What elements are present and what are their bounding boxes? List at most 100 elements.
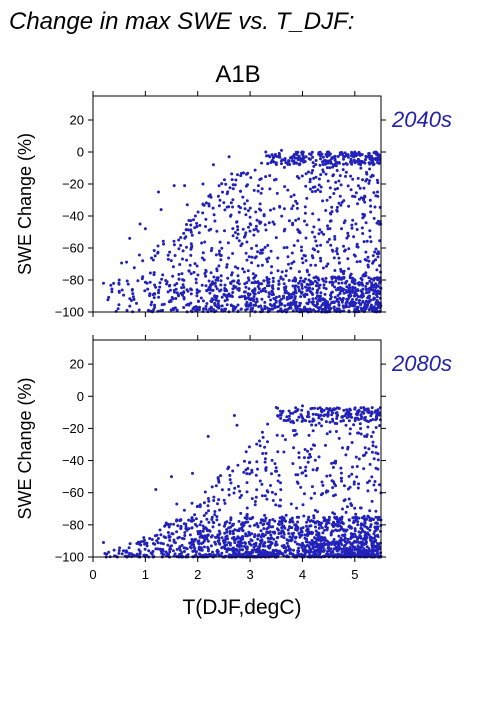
- data-point: [292, 292, 296, 296]
- data-point: [266, 422, 270, 426]
- data-point: [263, 245, 267, 249]
- y-tick-label: −60: [62, 485, 84, 500]
- data-point: [287, 532, 291, 535]
- data-point: [175, 547, 179, 551]
- data-point: [135, 301, 138, 305]
- data-point: [298, 279, 302, 283]
- data-point: [340, 515, 344, 519]
- data-point: [311, 155, 315, 159]
- data-point: [314, 296, 318, 300]
- data-point: [261, 523, 265, 527]
- data-point: [343, 248, 347, 252]
- data-point: [374, 451, 378, 455]
- data-point: [265, 550, 269, 554]
- data-point: [225, 303, 229, 307]
- data-point: [245, 281, 249, 285]
- data-point: [242, 270, 246, 274]
- data-point: [336, 548, 340, 552]
- data-point: [367, 308, 371, 312]
- data-point: [232, 279, 236, 283]
- data-point: [226, 190, 230, 194]
- data-point: [329, 293, 332, 297]
- data-point: [365, 433, 369, 437]
- data-point: [194, 281, 198, 285]
- data-point: [370, 281, 374, 285]
- data-point: [314, 175, 318, 179]
- data-point: [247, 255, 251, 259]
- data-point: [245, 506, 249, 510]
- data-point: [260, 251, 264, 255]
- data-point: [287, 279, 291, 282]
- data-point: [345, 285, 349, 289]
- data-point: [253, 535, 256, 539]
- data-point: [300, 408, 304, 412]
- data-point: [362, 240, 366, 244]
- data-point: [332, 482, 336, 486]
- data-point: [341, 152, 344, 156]
- data-point: [308, 157, 312, 161]
- data-point: [333, 285, 337, 289]
- data-point: [196, 504, 200, 508]
- data-point: [356, 540, 360, 544]
- data-point: [340, 200, 344, 204]
- data-point: [239, 511, 243, 515]
- data-point: [268, 174, 272, 178]
- data-point: [311, 468, 315, 472]
- data-point: [249, 543, 253, 547]
- data-point: [122, 293, 126, 297]
- data-point: [343, 533, 347, 537]
- data-point: [205, 289, 209, 292]
- data-point: [263, 544, 266, 548]
- data-point: [304, 465, 308, 469]
- data-point: [366, 255, 370, 259]
- data-point: [368, 518, 372, 522]
- data-point: [262, 541, 266, 545]
- data-point: [188, 533, 192, 537]
- data-point: [275, 469, 279, 473]
- data-point: [232, 304, 235, 308]
- data-point: [297, 176, 301, 180]
- data-point: [196, 530, 200, 533]
- data-point: [333, 543, 337, 547]
- data-point: [215, 269, 219, 273]
- data-point: [358, 298, 361, 302]
- data-point: [171, 549, 175, 553]
- data-point: [117, 551, 121, 555]
- data-point: [319, 539, 323, 543]
- data-point: [157, 288, 161, 292]
- data-point: [272, 297, 276, 300]
- data-point: [332, 305, 336, 309]
- data-point: [172, 239, 176, 243]
- data-point: [154, 488, 158, 491]
- data-point: [261, 452, 265, 455]
- data-point: [244, 551, 248, 555]
- data-point: [365, 540, 368, 544]
- data-point: [367, 290, 371, 294]
- data-point: [331, 411, 335, 415]
- data-point: [288, 525, 292, 529]
- data-point: [279, 162, 283, 166]
- data-point: [374, 302, 378, 306]
- data-point: [200, 534, 204, 538]
- data-point: [328, 195, 332, 199]
- data-point: [309, 308, 313, 312]
- data-point: [265, 553, 269, 557]
- data-point: [342, 244, 345, 248]
- data-point: [218, 253, 222, 257]
- data-point: [352, 158, 356, 162]
- data-point: [357, 457, 361, 461]
- data-point: [227, 155, 231, 159]
- data-point: [272, 537, 276, 541]
- data-point: [356, 520, 360, 524]
- data-point: [318, 228, 322, 232]
- data-point: [355, 245, 359, 248]
- data-point: [327, 237, 331, 241]
- data-point: [250, 539, 254, 542]
- data-point: [221, 539, 225, 543]
- data-point: [291, 462, 295, 466]
- data-point: [209, 299, 213, 303]
- data-point: [166, 290, 170, 294]
- data-point: [192, 545, 196, 549]
- data-point: [362, 467, 366, 471]
- data-point: [376, 292, 380, 295]
